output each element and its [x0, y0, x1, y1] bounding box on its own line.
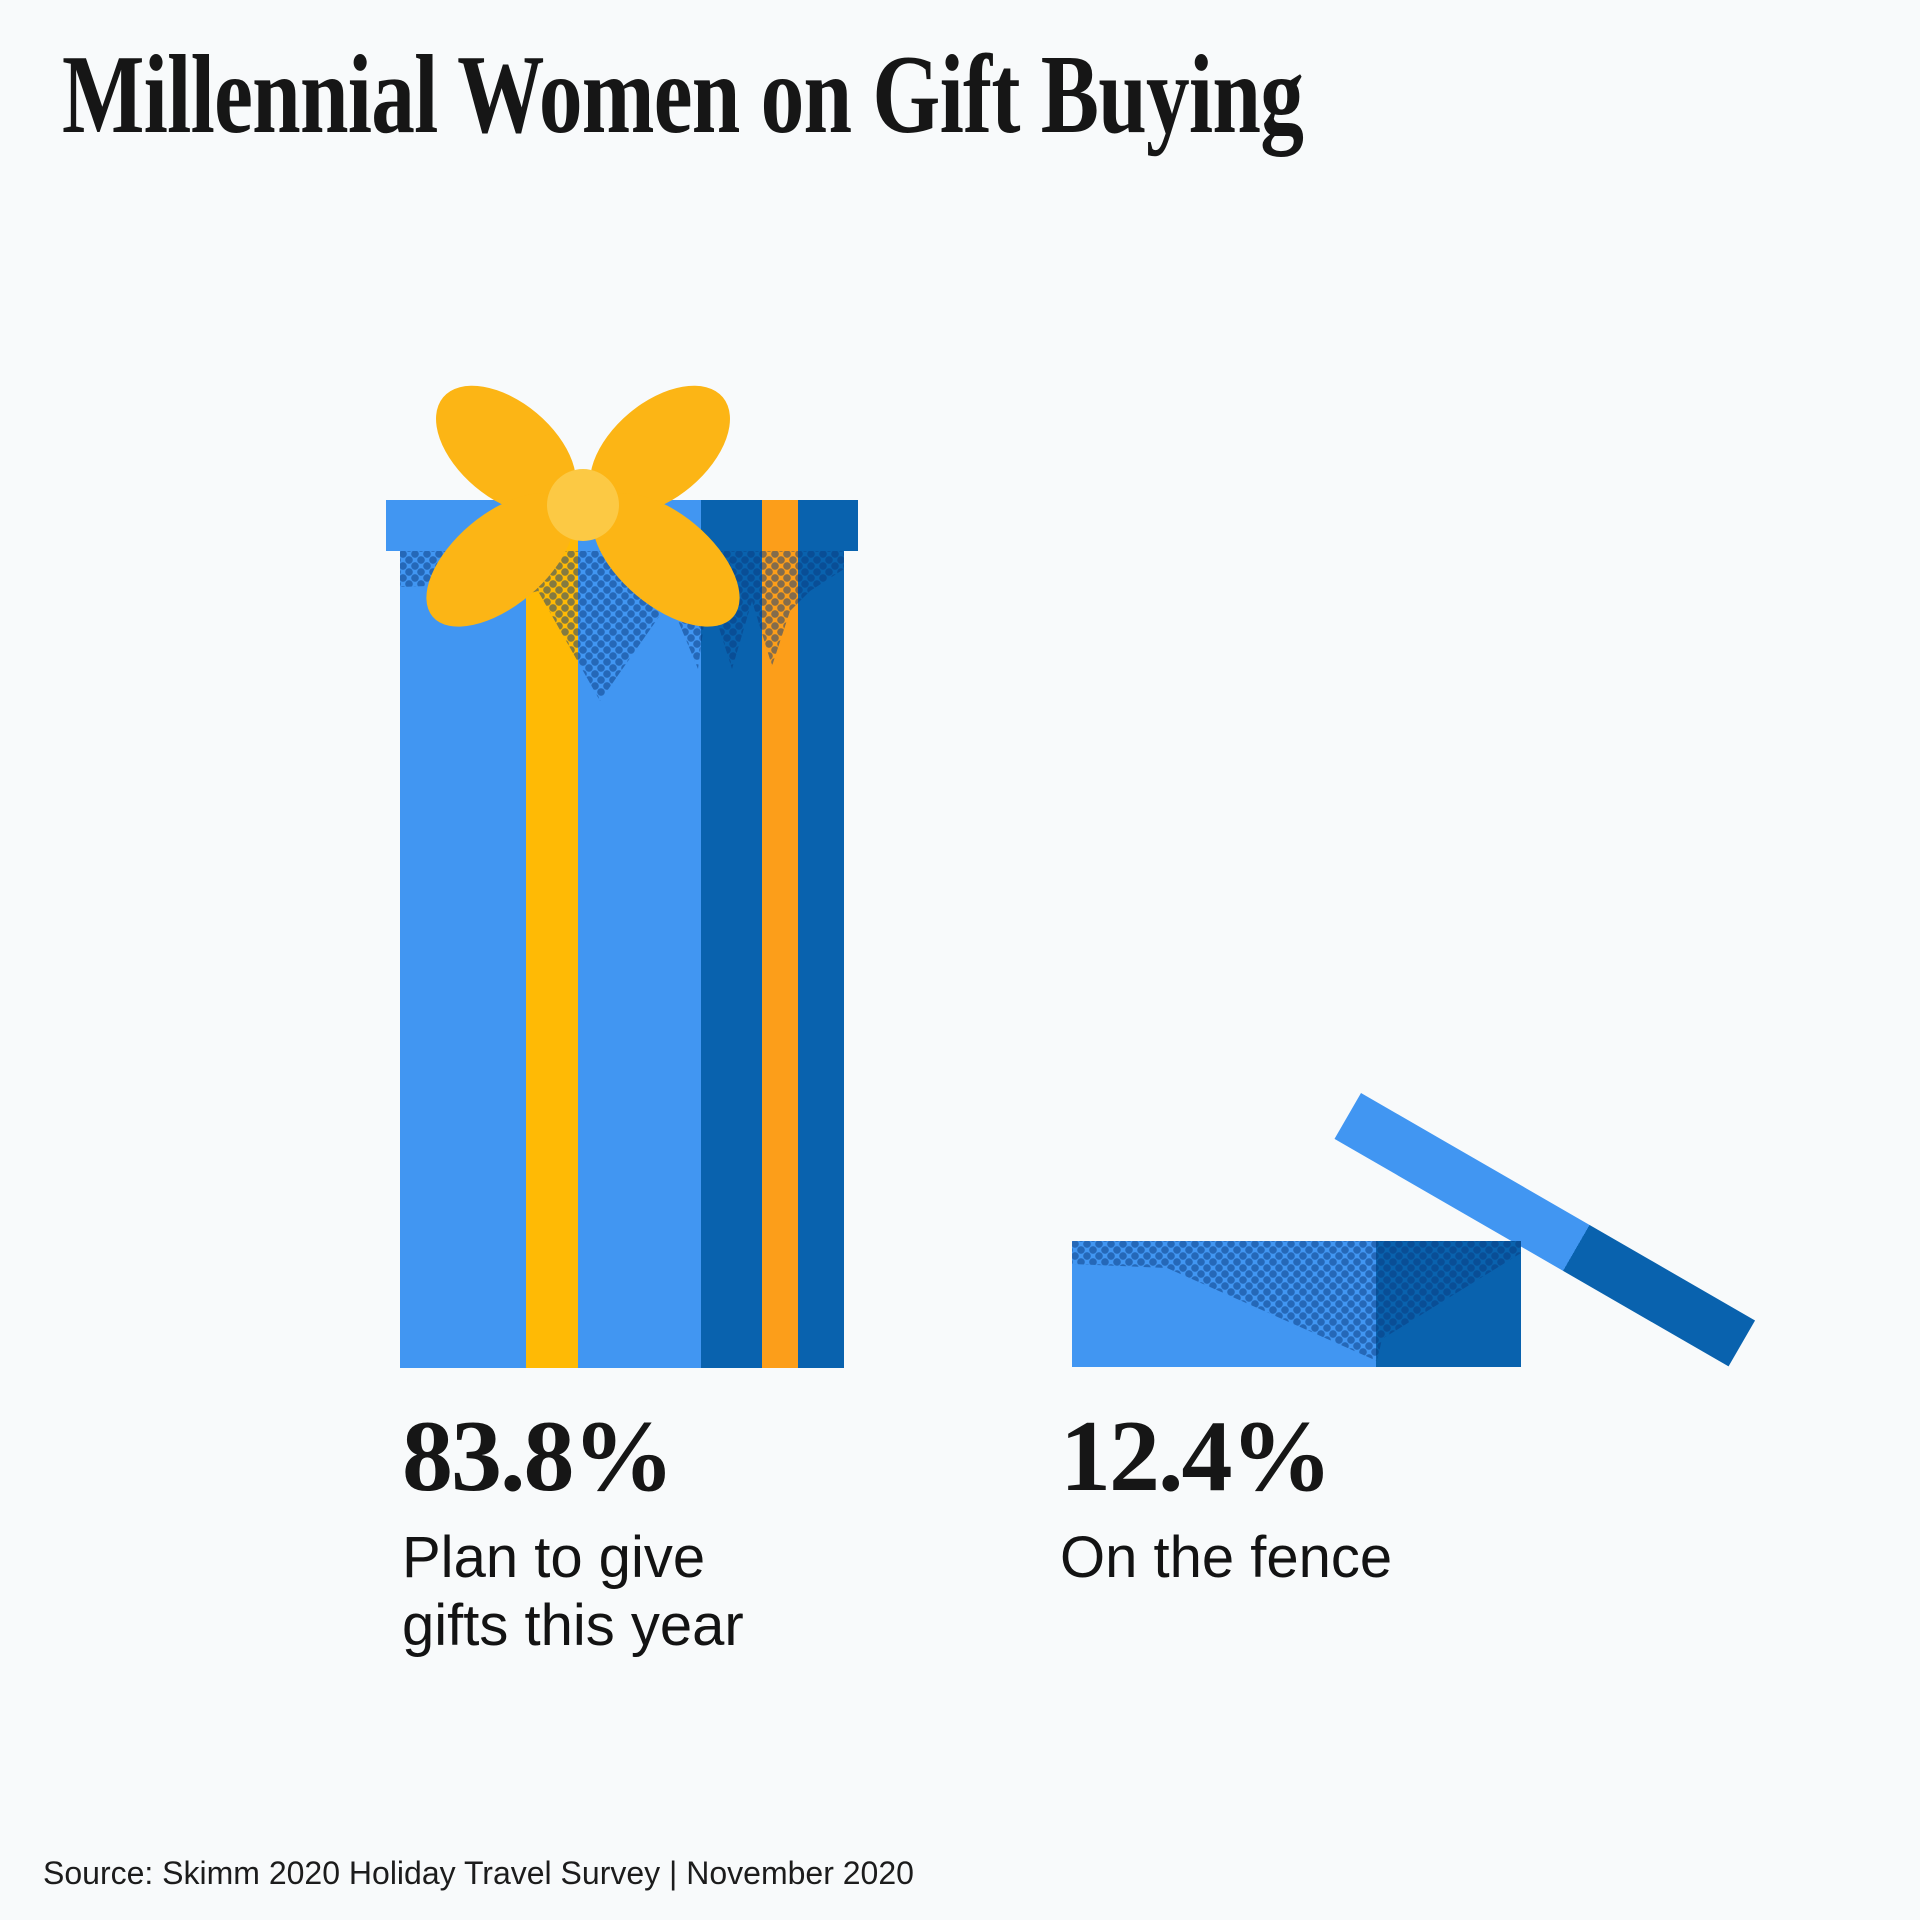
halftone-shadow-pattern — [1072, 1241, 1521, 1361]
source-attribution: Source: Skimm 2020 Holiday Travel Survey… — [43, 1855, 914, 1891]
gift-bow-icon — [426, 385, 740, 627]
page-title: Millennial Women on Gift Buying — [62, 33, 1304, 157]
stat-value: 83.8% — [402, 1400, 675, 1513]
bow-knot — [547, 469, 619, 541]
gift-closed-body — [400, 551, 844, 1368]
gift-open-body — [1072, 1241, 1521, 1367]
stat-caption: On the fence — [1060, 1525, 1393, 1590]
stat-value: 12.4% — [1060, 1400, 1333, 1513]
stat-caption: Plan to give gifts this year — [402, 1525, 744, 1658]
stat-plan-to-give: 83.8% Plan to give gifts this year — [402, 1406, 802, 1660]
stat-on-the-fence: 12.4% On the fence — [1060, 1406, 1392, 1592]
